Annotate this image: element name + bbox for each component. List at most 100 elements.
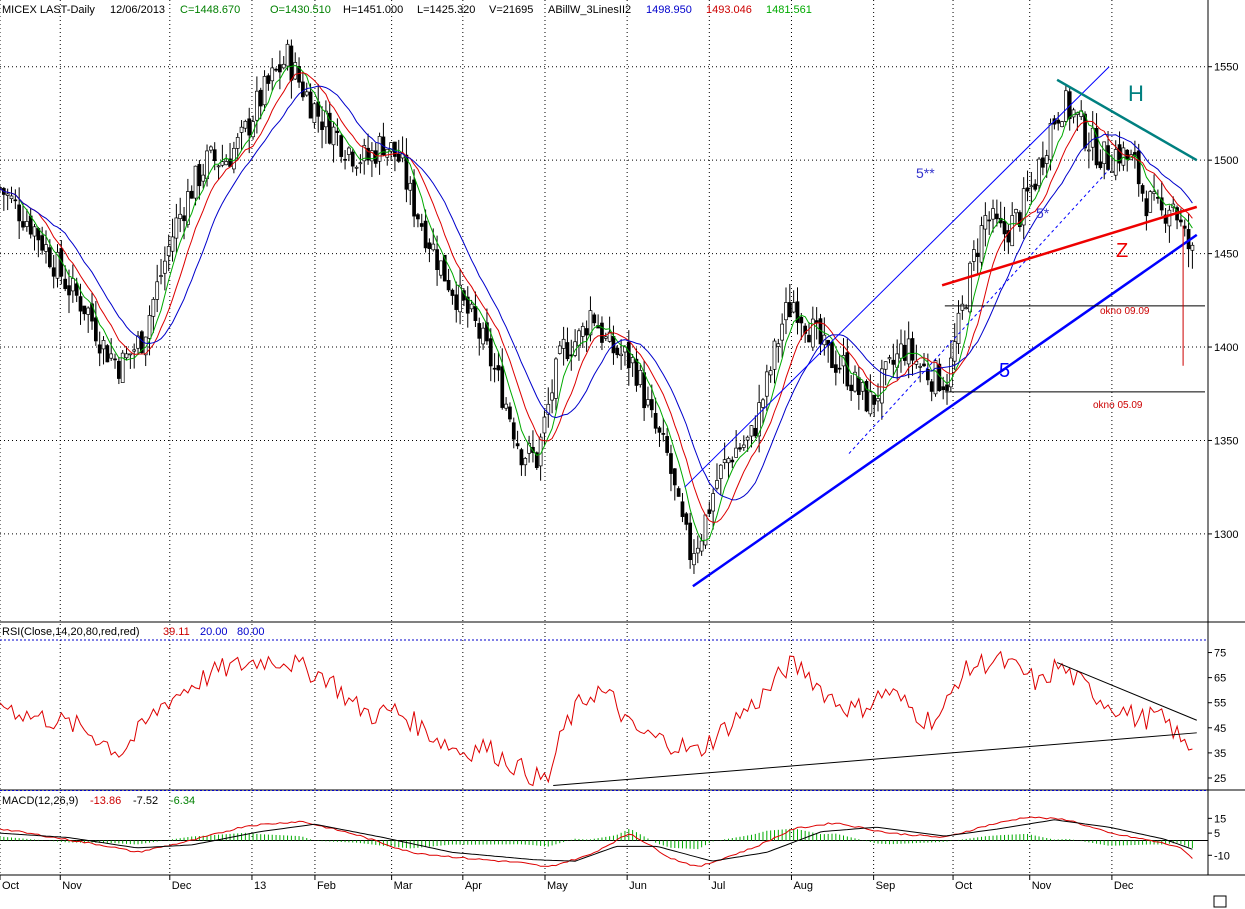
price-y-ticks: 1300 1350 1400 1450 1500 1550 (1208, 62, 1238, 541)
candle-body (810, 318, 815, 348)
candle-body (1190, 244, 1195, 251)
candle-body (159, 275, 163, 277)
candle-body (281, 63, 286, 69)
candle-body (454, 294, 459, 310)
candle-body (749, 425, 754, 437)
candle-body (9, 195, 14, 199)
candle-body (707, 509, 712, 514)
candle-body (40, 235, 45, 251)
candle-body (634, 358, 639, 386)
candle-body (308, 91, 313, 119)
price-grid (0, 0, 1208, 875)
candle-body (285, 43, 290, 67)
candle-body (385, 148, 390, 158)
candle-body (1167, 209, 1172, 227)
candle-body (431, 243, 436, 251)
candle-body (879, 368, 884, 404)
candle-body (24, 221, 29, 227)
trendline-5 (692, 233, 1198, 588)
moving-averages (0, 64, 1193, 542)
macd-v1: -13.86 (90, 795, 121, 807)
candle-body (377, 136, 382, 162)
candle-body (105, 345, 110, 363)
rsi-y-ticks: 25 35 45 55 65 75 (1208, 648, 1226, 785)
candle-body (1106, 145, 1110, 170)
candle-body (435, 249, 439, 271)
candle-body (1021, 188, 1026, 226)
header-ind2: 1493.046 (706, 4, 752, 16)
candle-body (833, 364, 838, 373)
rsi-y-tick-label: 25 (1214, 773, 1226, 785)
annotation-5-star: 5* (1036, 205, 1050, 221)
candle-body (212, 149, 217, 162)
candle-body (358, 162, 363, 165)
rsi-line (0, 650, 1193, 787)
price-y-tick-label: 1550 (1214, 62, 1238, 74)
candle-body (350, 151, 355, 167)
candle-body (550, 392, 554, 401)
candle-body (0, 187, 2, 189)
candle-body (669, 453, 673, 474)
candle-body (941, 386, 946, 391)
candle-body (519, 449, 524, 466)
candle-body (991, 208, 995, 220)
rsi-trendline (1056, 662, 1197, 721)
trendline-z (941, 205, 1198, 287)
candle-body (688, 522, 692, 561)
scroll-box[interactable] (1213, 895, 1227, 908)
x-tick-label: Jun (629, 880, 647, 892)
candle-body (1182, 225, 1187, 229)
candle-body (1029, 185, 1034, 188)
candle-body (933, 360, 938, 395)
candle-body (807, 334, 811, 343)
rsi-grid (0, 639, 1208, 792)
candle-body (63, 278, 68, 289)
candle-body (1090, 127, 1095, 148)
header-indicator-name: ABillW_3LinesII2 (548, 4, 631, 16)
candle-body (327, 112, 332, 144)
candle-body (680, 501, 685, 517)
candle-body (887, 357, 892, 360)
candle-body (304, 91, 309, 96)
candle-body (44, 244, 48, 252)
rsi-y-tick-label: 55 (1214, 698, 1226, 710)
annotation-h: H (1128, 81, 1144, 106)
candle-body (761, 399, 765, 408)
x-tick-label: Dec (1114, 880, 1134, 892)
candle-body (554, 358, 558, 399)
candle-body (768, 370, 773, 376)
macd-y-ticks: -10 5 15 (1208, 813, 1230, 862)
candle-body (465, 296, 470, 314)
macd-v2: -7.52 (133, 795, 158, 807)
candle-body (1060, 121, 1064, 128)
candle-body (51, 267, 56, 277)
candle-body (94, 317, 98, 342)
candle-body (182, 215, 186, 222)
candle-body (757, 402, 762, 437)
candle-body (738, 447, 742, 450)
candle-body (837, 367, 842, 370)
candle-body (289, 45, 294, 81)
candle-body (324, 110, 328, 128)
candle-body (952, 341, 957, 362)
candle-body (224, 161, 229, 166)
candle-body (458, 284, 462, 313)
candle-body (657, 427, 662, 433)
candle-body (1140, 185, 1145, 194)
candle-body (412, 179, 416, 217)
candle-body (626, 341, 631, 369)
candle-body (335, 130, 340, 133)
candle-body (638, 370, 643, 386)
candle-body (661, 433, 666, 435)
candle-body (956, 312, 961, 344)
candle-body (776, 343, 781, 347)
candle-body (642, 372, 646, 409)
candle-body (791, 302, 796, 313)
candle-body (331, 126, 336, 146)
candle-body (619, 353, 623, 357)
candle-body (5, 193, 10, 196)
candle-body (113, 358, 117, 361)
candle-body (856, 377, 861, 395)
